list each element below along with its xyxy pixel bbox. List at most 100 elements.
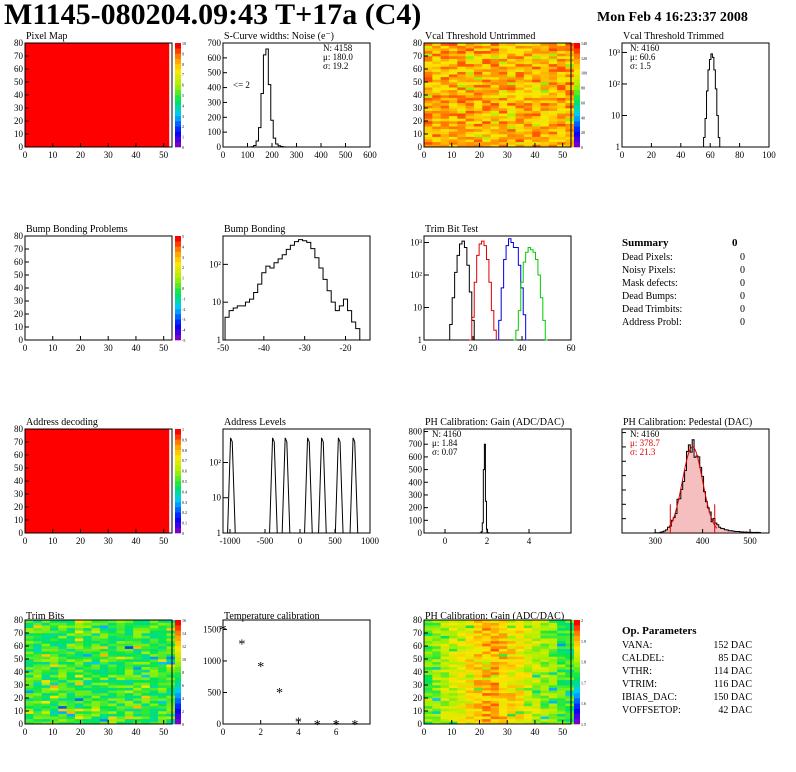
ph_gain_map-cell xyxy=(548,651,558,655)
ph_pedestal-stat-line: σ: 21.3 xyxy=(630,447,656,457)
vcal_untrimmed-cell xyxy=(548,82,558,85)
trim_bits-cell xyxy=(99,648,109,652)
ph_gain_map-cell xyxy=(457,716,466,720)
vcal_untrimmed-cell xyxy=(448,74,458,78)
vcal_untrimmed-cell xyxy=(424,58,433,62)
ph_gain_map-cell xyxy=(473,622,483,626)
trim_bits-cell xyxy=(158,635,167,639)
vcal_untrimmed-cell xyxy=(565,76,575,80)
vcal_untrimmed-cell xyxy=(507,105,516,109)
ph_gain_map-cell xyxy=(523,721,533,725)
ph_gain_map-cell xyxy=(557,674,566,678)
vcal_untrimmed-cell xyxy=(473,61,483,65)
vcal_untrimmed-cell xyxy=(440,105,450,109)
ph_gain_map-cell xyxy=(457,669,466,673)
ph_gain_map-cell xyxy=(498,700,508,704)
vcal_untrimmed-cell xyxy=(424,69,433,72)
trim_bits-cell xyxy=(116,653,126,657)
trim_bits-cell xyxy=(91,695,101,699)
trim_bit-x-tick-label: 40 xyxy=(518,343,528,353)
ph_gain_map-cell xyxy=(548,648,558,652)
ph_gain_map-cell xyxy=(440,635,450,639)
scurve-x-axis: 0 100 200 300 400 500 600 xyxy=(221,143,377,160)
trim_bits-cell xyxy=(116,620,126,623)
ph_gain_map-cell xyxy=(515,643,525,647)
trim_bits-cell xyxy=(158,640,167,644)
vcal_untrimmed-cell xyxy=(507,100,516,104)
vcal_untrimmed-cell xyxy=(440,97,450,101)
vcal_untrimmed-cell xyxy=(440,100,450,104)
vcal_untrimmed-cell xyxy=(440,74,450,78)
vcal_untrimmed-cell xyxy=(457,97,466,101)
trim_bits-y-tick-label: 60 xyxy=(14,641,24,651)
trim_bits-cell xyxy=(33,633,42,636)
ph_gain_map-cell xyxy=(498,651,508,655)
vcal_untrimmed-cell xyxy=(448,105,458,109)
ph_gain_map-cell xyxy=(523,705,533,709)
trim_bits-cell xyxy=(83,622,92,626)
ph_gain_map-cell xyxy=(507,711,516,714)
bump_problems-y-tick-label: 70 xyxy=(14,244,24,254)
address_decoding-x-axis: 0 10 20 30 40 50 xyxy=(23,529,169,546)
trim_bits-cell xyxy=(49,640,59,644)
vcal_untrimmed-cell xyxy=(473,139,483,143)
trim_bits-cell xyxy=(141,627,151,631)
trim_bits-cell xyxy=(141,625,151,629)
temperature-point: * xyxy=(276,686,283,701)
vcal_untrimmed-cell xyxy=(457,123,466,127)
trim_bits-cell xyxy=(25,627,34,631)
trim_bits-cell xyxy=(49,620,59,623)
vcal_untrimmed-cell xyxy=(532,87,541,91)
ph_gain_map-cell xyxy=(424,685,433,688)
ph_pedestal-stat-line: μ: 378.7 xyxy=(630,438,660,448)
ph_gain_map-y-tick-label: 20 xyxy=(413,693,423,703)
ph_gain_map-cell xyxy=(424,679,433,683)
trim_bits-cell xyxy=(49,682,59,686)
ph_gain_map-cell xyxy=(448,630,458,634)
vcal_untrimmed-cell xyxy=(548,87,558,91)
ph_gain_map-cell xyxy=(532,620,541,623)
scurve-y-tick-label: 400 xyxy=(208,83,222,93)
vcal_untrimmed-palette-swatch xyxy=(574,95,580,101)
ph_gain_map-cell xyxy=(507,672,516,675)
address_levels-x-tick-label: 500 xyxy=(328,536,342,546)
ph_gain_map-cell xyxy=(490,703,500,707)
ph_gain_map-cell xyxy=(424,711,433,714)
ph_gain_map-cell xyxy=(498,669,508,673)
pixel_map-palette-label: 10 xyxy=(182,41,186,46)
trim_bits-cell xyxy=(66,721,76,725)
vcal_untrimmed-cell xyxy=(482,105,491,109)
vcal_untrimmed-cell xyxy=(440,43,450,46)
trim_bits-cell xyxy=(25,672,34,675)
pixel_map-y-tick-label: 30 xyxy=(14,103,24,113)
trim_bits-cell xyxy=(108,622,117,626)
vcal_untrimmed-cell xyxy=(548,131,558,135)
vcal_untrimmed-cell xyxy=(465,76,475,80)
ph_gain_map-y-tick-label: 60 xyxy=(413,641,423,651)
vcal_untrimmed-cell xyxy=(465,141,475,145)
vcal_untrimmed-cell xyxy=(440,144,450,148)
vcal_untrimmed-cell xyxy=(424,74,433,78)
ph_gain_map-cell xyxy=(532,679,541,683)
summary-row-value: 0 xyxy=(740,304,745,315)
vcal_untrimmed-cell xyxy=(507,53,516,57)
ph_gain_map-cell xyxy=(515,640,525,644)
ph_gain_map-cell xyxy=(565,703,575,707)
ph_gain_map-cell xyxy=(532,622,541,626)
trim_bits-palette-swatch xyxy=(175,640,181,647)
vcal_untrimmed-cell xyxy=(548,61,558,65)
ph_gain_map-cell xyxy=(473,630,483,634)
ph_gain_map-cell xyxy=(548,630,558,634)
trim_bits-cell xyxy=(41,692,51,696)
pixel_map-x-tick-label: 50 xyxy=(159,150,169,160)
ph_gain_map-cell xyxy=(490,700,500,704)
summary-row-label: Mask defects: xyxy=(622,278,678,289)
ph_gain_map-cell xyxy=(490,713,500,717)
trim_bits-cell xyxy=(158,672,167,675)
address_decoding-palette-label: 0.9 xyxy=(182,437,187,442)
scurve-x-tick-label: 0 xyxy=(221,150,226,160)
trim_bits-cell xyxy=(74,640,84,644)
vcal_untrimmed-cell xyxy=(523,82,533,85)
ph_gain_map-cell xyxy=(507,718,516,722)
vcal_untrimmed-cell xyxy=(432,105,441,109)
